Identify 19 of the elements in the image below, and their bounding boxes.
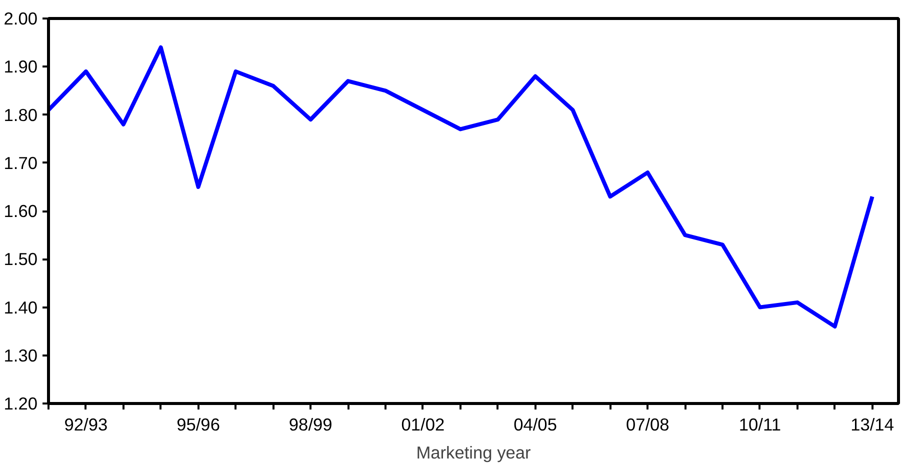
x-tick-label: 10/11 [738, 414, 781, 434]
y-tick-label: 1.40 [4, 297, 38, 318]
y-tick-label: 2.00 [4, 8, 38, 28]
y-tick-label: 1.50 [4, 249, 38, 270]
y-tick-label: 1.90 [4, 56, 38, 77]
x-tick-label: 01/02 [401, 414, 445, 434]
y-tick-label: 1.80 [4, 104, 38, 125]
y-tick-label: 1.20 [4, 394, 38, 414]
x-tick-label: 07/08 [626, 414, 670, 434]
x-tick-label: 04/05 [514, 414, 557, 434]
x-tick-label: 13/14 [850, 414, 894, 434]
x-tick-label: 98/99 [288, 414, 332, 434]
line-series [48, 45, 874, 328]
x-axis-title: Marketing year [416, 442, 532, 462]
y-tick-label: 1.30 [4, 345, 38, 366]
x-tick-label: 95/96 [176, 414, 220, 434]
y-tick-label: 1.60 [4, 201, 38, 221]
x-tick-label: 92/93 [64, 414, 108, 434]
y-tick-label: 1.70 [4, 152, 38, 173]
